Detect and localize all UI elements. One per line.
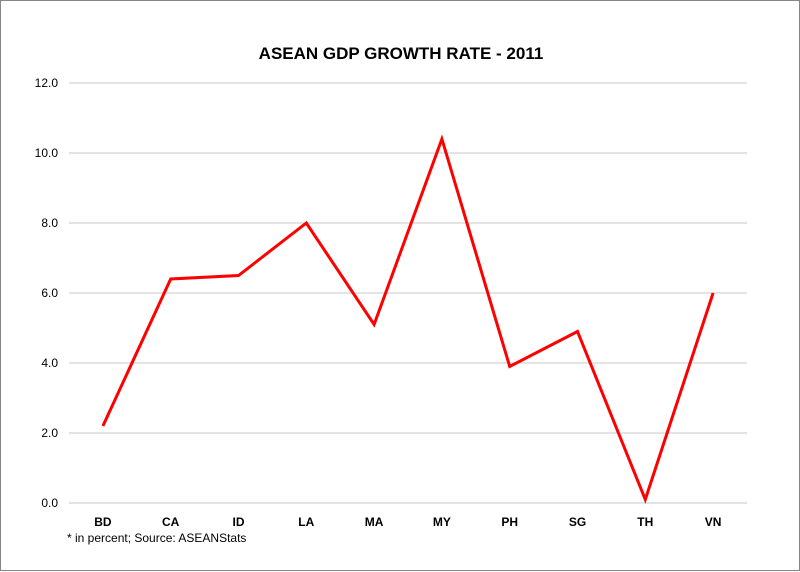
- chart-title: ASEAN GDP GROWTH RATE - 2011: [259, 44, 544, 63]
- data-point-ma: [373, 323, 376, 326]
- data-point-vn: [712, 292, 715, 295]
- x-tick-label: LA: [298, 515, 314, 529]
- y-tick-label: 10.0: [35, 146, 59, 160]
- x-axis-ticks: BD CA ID LA MA MY PH SG TH VN: [94, 515, 721, 529]
- data-point-th: [644, 498, 647, 501]
- y-axis-ticks: 0.0 2.0 4.0 6.0 8.0 10.0 12.0: [35, 76, 59, 510]
- y-tick-label: 4.0: [41, 356, 58, 370]
- y-tick-label: 6.0: [41, 286, 58, 300]
- data-point-my: [440, 138, 443, 141]
- x-tick-label: TH: [637, 515, 653, 529]
- y-tick-label: 12.0: [35, 76, 59, 90]
- x-tick-label: ID: [233, 515, 245, 529]
- x-tick-label: CA: [162, 515, 180, 529]
- x-tick-label: MY: [433, 515, 451, 529]
- data-point-ph: [508, 365, 511, 368]
- data-point-bd: [101, 425, 104, 428]
- series-line-0: [101, 134, 715, 504]
- y-tick-label: 8.0: [41, 216, 58, 230]
- y-tick-label: 0.0: [41, 496, 58, 510]
- series-layer: [101, 134, 715, 504]
- x-tick-label: SG: [569, 515, 586, 529]
- x-tick-label: BD: [94, 515, 112, 529]
- data-point-sg: [576, 330, 579, 333]
- data-point-ca: [169, 278, 172, 281]
- chart-footnote: * in percent; Source: ASEANStats: [67, 531, 246, 545]
- data-point-la: [305, 222, 308, 225]
- x-tick-label: MA: [365, 515, 384, 529]
- x-tick-label: VN: [705, 515, 722, 529]
- data-point-id: [237, 274, 240, 277]
- y-tick-label: 2.0: [41, 426, 58, 440]
- gridlines: [69, 82, 747, 504]
- x-tick-label: PH: [501, 515, 518, 529]
